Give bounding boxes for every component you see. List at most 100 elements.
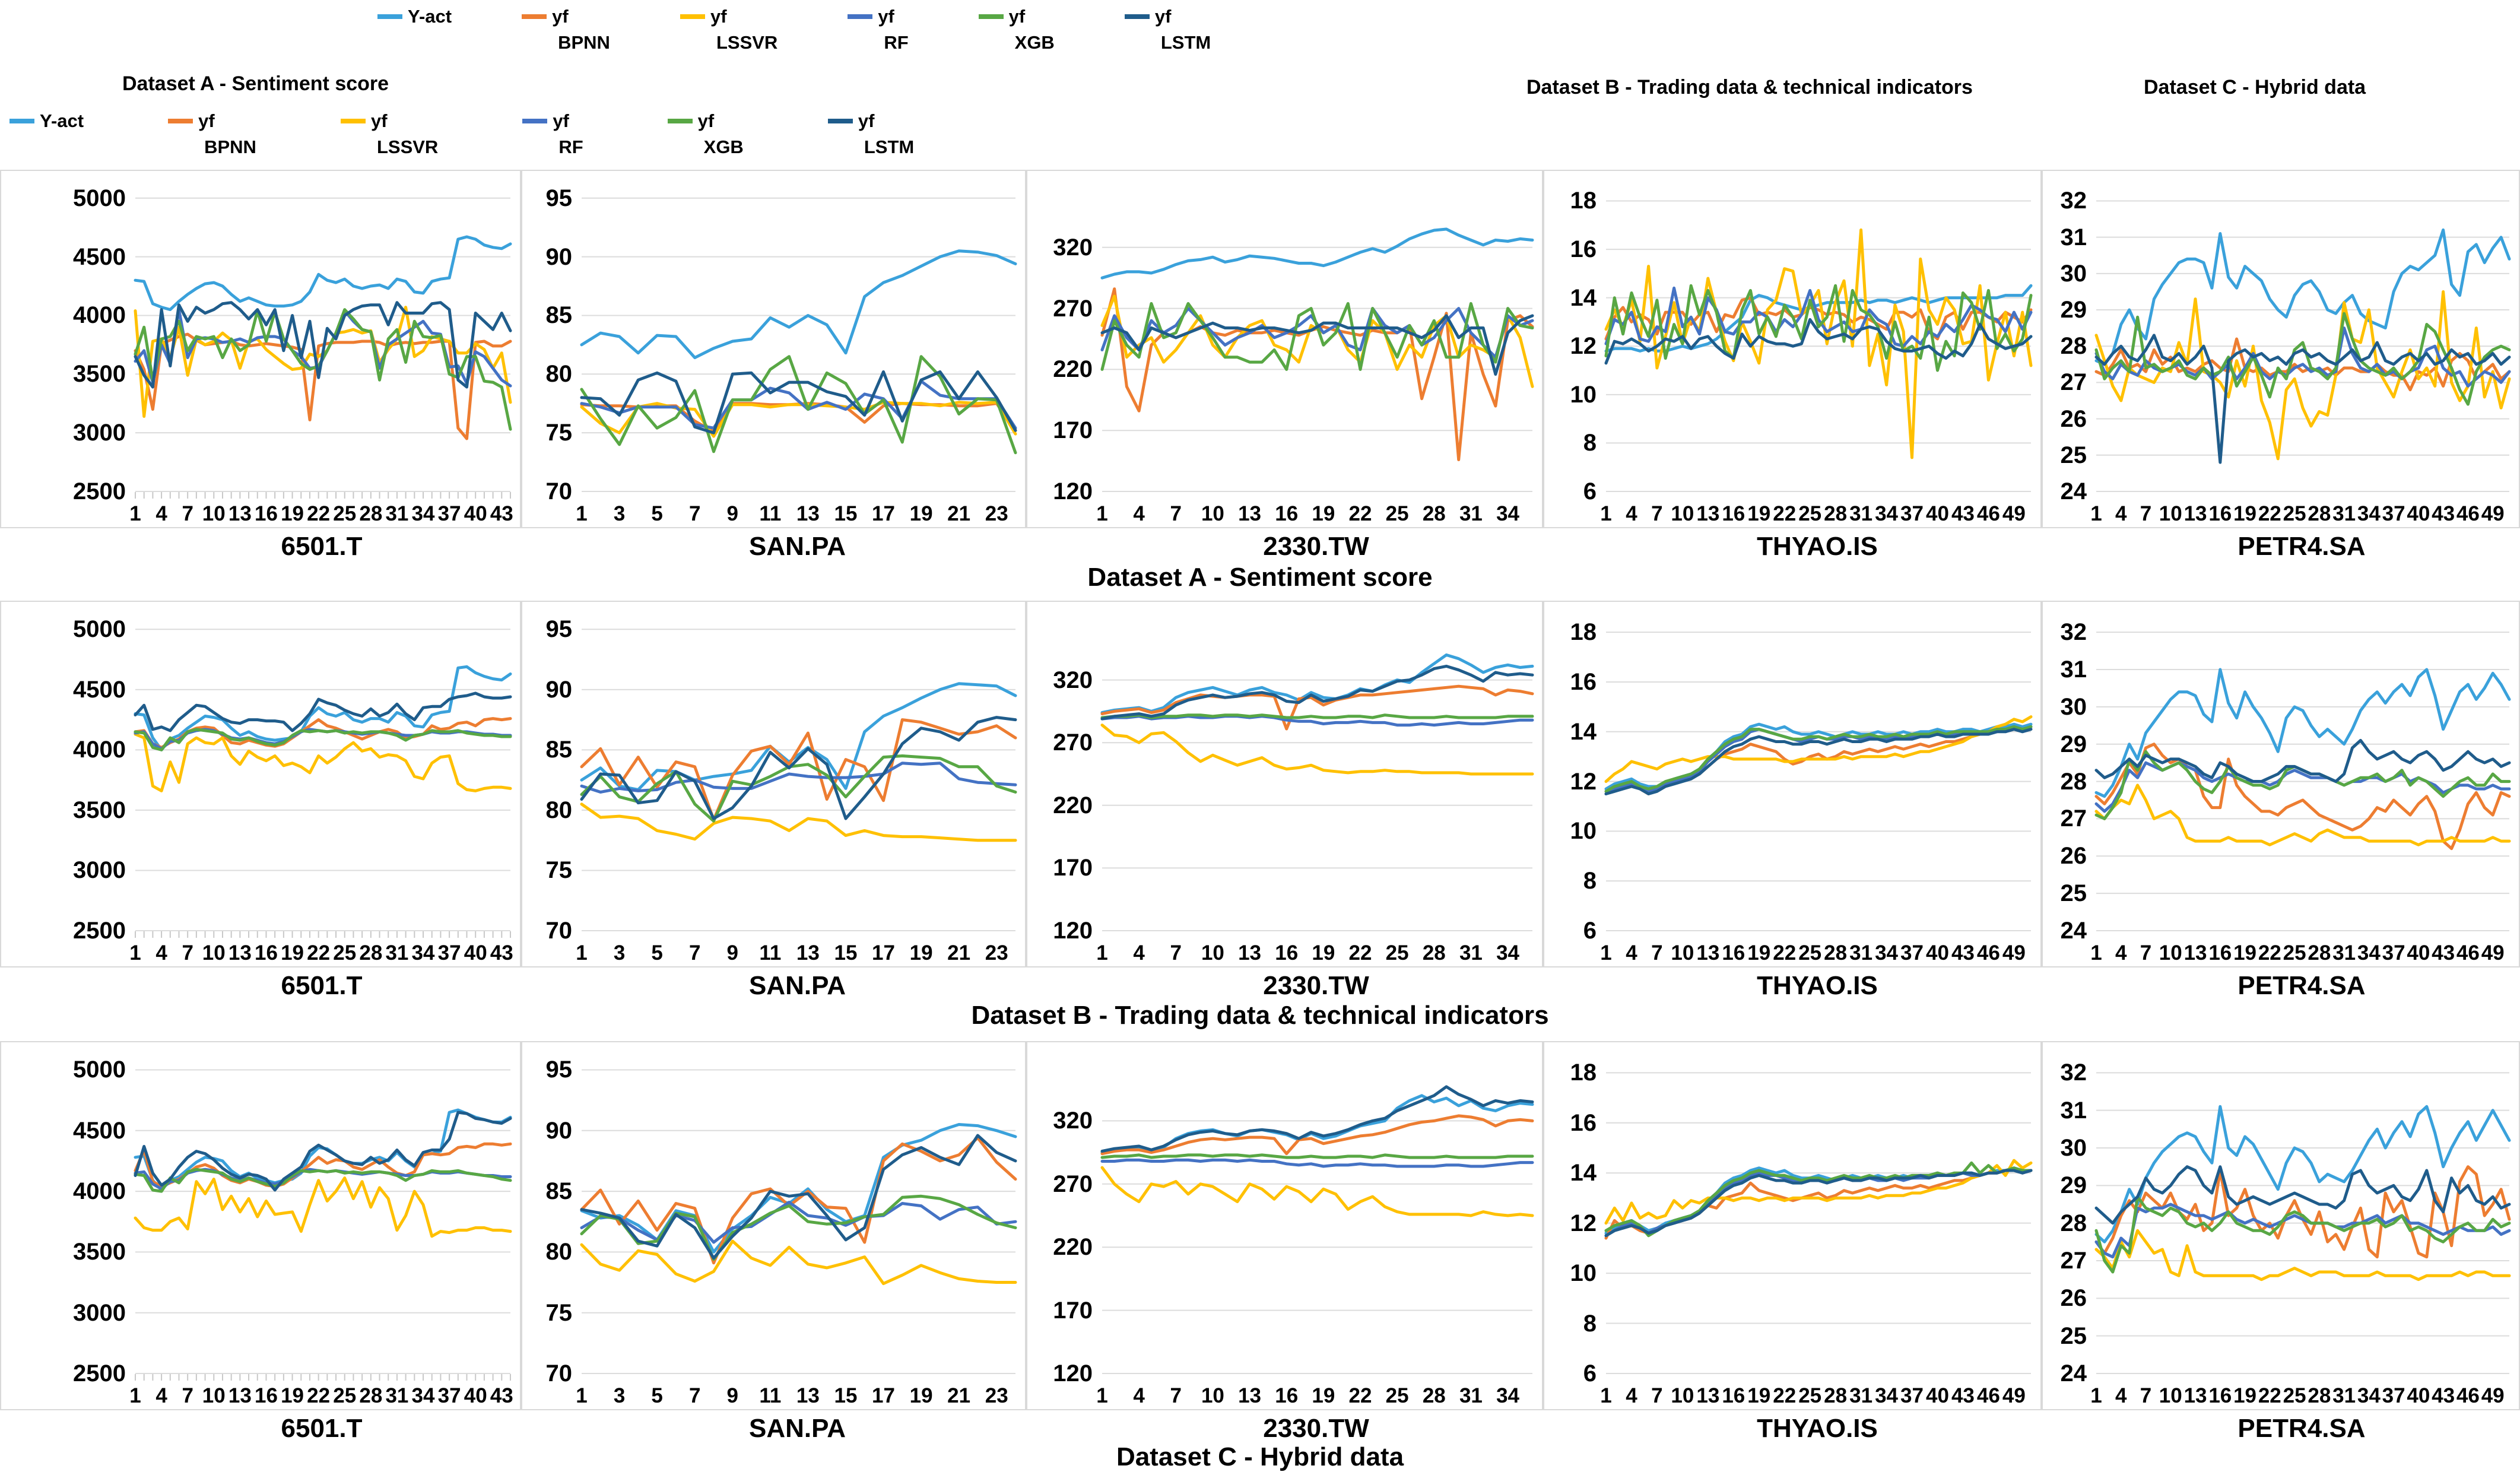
- x-axis-label: 31: [2332, 941, 2356, 965]
- x-axis-label: 10: [2159, 941, 2182, 965]
- legend-color-chip-yact: [377, 14, 402, 19]
- x-axis-label: 13: [2183, 941, 2207, 965]
- x-axis-label: 31: [1459, 1384, 1483, 1407]
- x-axis-label: 13: [228, 502, 252, 525]
- x-axis-label: 1: [129, 502, 141, 525]
- x-axis-label: 23: [985, 1384, 1008, 1407]
- legend-item-bpnn: yf BPNN: [522, 6, 610, 53]
- x-axis-label: 15: [834, 502, 858, 525]
- x-axis-label: 25: [333, 941, 357, 965]
- y-axis-label: 27: [2060, 805, 2087, 832]
- y-axis-label: 25: [2060, 1322, 2087, 1349]
- y-axis-label: 10: [1570, 1260, 1597, 1287]
- series-line-lssvr: [1604, 1159, 2033, 1225]
- y-axis-label: 31: [2060, 656, 2087, 683]
- x-axis-label: 28: [1422, 502, 1446, 525]
- chart-cell-san.pa-row3: 95 90 85 80 75 70 1 3 5 7 9 11 13 15 17 19 21 23: [521, 1041, 1026, 1410]
- y-axis-label: 3000: [73, 420, 126, 446]
- x-axis-label: 22: [2258, 941, 2281, 965]
- x-axis-label: 16: [254, 502, 278, 525]
- chart-title-petr4.sa-row2: PETR4.SA: [2237, 971, 2366, 1000]
- chart-title-2330.tw-row3: 2330.TW: [1263, 1414, 1369, 1443]
- series-line-lssvr: [1100, 724, 1534, 776]
- x-axis-label: 25: [1798, 1384, 1822, 1407]
- series-line-rf: [580, 762, 1017, 794]
- y-axis-label: 270: [1053, 295, 1093, 322]
- chart-title-san.pa-row1: SAN.PA: [749, 532, 846, 561]
- chart-cell-san.pa-row1: 95 90 85 80 75 70 1 3 5 7 9 11 13 15 17 19 21 23: [521, 170, 1026, 528]
- y-axis-label: 220: [1053, 792, 1093, 819]
- series-line-bpnn: [134, 1142, 512, 1188]
- x-axis-label: 34: [1875, 941, 1899, 965]
- x-axis-label: 1: [1096, 941, 1108, 965]
- x-axis-label: 19: [909, 502, 933, 525]
- series-line-lssvr: [2094, 1229, 2511, 1281]
- legend-label-model: XGB: [703, 137, 744, 157]
- x-axis-label: 4: [1626, 502, 1637, 525]
- x-axis-label: 19: [1747, 1384, 1771, 1407]
- y-axis-label: 25: [2060, 880, 2087, 907]
- legend-label-main: yf: [198, 110, 215, 131]
- legend-label-main: yf: [1008, 6, 1026, 27]
- chart-plot-6501.t: [134, 1069, 512, 1381]
- series-line-lstm: [2094, 1165, 2511, 1225]
- x-axis-label: 40: [464, 941, 487, 965]
- legend-item-rf: yf RF: [522, 110, 583, 158]
- x-axis-label: 7: [182, 502, 193, 525]
- chart-plot-san.pa: [580, 197, 1017, 492]
- x-axis-label: 31: [1459, 502, 1483, 525]
- x-axis-label: 7: [688, 1384, 701, 1407]
- y-axis-label: 4500: [73, 243, 126, 270]
- y-axis-label: 320: [1053, 667, 1093, 693]
- x-axis-label: 40: [1926, 502, 1949, 525]
- legend-label: yf XGB: [1009, 6, 1055, 53]
- chart-title-san.pa-row3: SAN.PA: [749, 1414, 846, 1443]
- x-axis-label: 19: [2233, 941, 2257, 965]
- y-axis-label: 29: [2060, 731, 2087, 757]
- legend-color-chip-xgb: [667, 119, 693, 123]
- series-line-yact: [1100, 653, 1534, 714]
- y-axis-label: 28: [2060, 333, 2087, 360]
- x-axis-label: 11: [759, 502, 782, 525]
- legend-label-main: yf: [858, 110, 875, 131]
- y-axis-label: 25: [2060, 442, 2087, 468]
- series-line-yact: [1604, 284, 2033, 353]
- caption-dataset-a: Dataset A - Sentiment score: [1087, 563, 1433, 592]
- x-axis-label: 28: [1824, 502, 1848, 525]
- x-axis-label: 43: [490, 502, 513, 525]
- chart-cell-petr4.sa-row3: 32 31 30 29 28 27 26 25 24 1 4 7 10 13 16 19 22 25 28 31 34 3…: [2042, 1041, 2520, 1410]
- x-axis-label: 4: [155, 502, 167, 525]
- x-axis-label: 13: [2183, 502, 2207, 525]
- y-axis-label: 2500: [73, 478, 126, 505]
- x-axis-label: 19: [909, 1384, 933, 1407]
- y-axis-label: 26: [2060, 405, 2087, 432]
- x-axis-label: 40: [2407, 1384, 2430, 1407]
- chart-title-petr4.sa-row1: PETR4.SA: [2237, 532, 2366, 561]
- x-axis-label: 19: [1312, 941, 1335, 965]
- x-axis-label: 11: [759, 941, 782, 965]
- y-axis-label: 10: [1570, 381, 1597, 408]
- x-axis-label: 25: [1798, 502, 1822, 525]
- x-axis-label: 1: [576, 502, 588, 525]
- x-axis-label: 40: [2407, 502, 2430, 525]
- x-axis-label: 25: [333, 502, 357, 525]
- x-axis-label: 28: [359, 941, 383, 965]
- series-line-xgb: [1100, 713, 1534, 719]
- series-line-xgb: [1604, 284, 2033, 372]
- series-line-bpnn: [2094, 1165, 2511, 1259]
- x-axis-label: 16: [1722, 941, 1745, 965]
- x-axis-label: 19: [281, 1384, 304, 1407]
- series-line-lssvr: [1604, 228, 2033, 459]
- y-axis-label: 95: [545, 185, 573, 211]
- x-axis-label: 46: [1976, 1384, 2000, 1407]
- x-axis-label: 22: [1773, 1384, 1797, 1407]
- series-line-xgb: [134, 728, 512, 751]
- x-axis-label: 16: [2208, 941, 2232, 965]
- legend-label: yf XGB: [698, 110, 744, 158]
- x-axis-label: 1: [1600, 502, 1612, 525]
- legend-item-y-act: Y-act: [377, 6, 452, 53]
- x-axis-label: 1: [129, 941, 141, 965]
- y-axis-label: 270: [1053, 1170, 1093, 1197]
- y-axis-label: 6: [1583, 918, 1597, 944]
- x-axis-label: 17: [872, 1384, 895, 1407]
